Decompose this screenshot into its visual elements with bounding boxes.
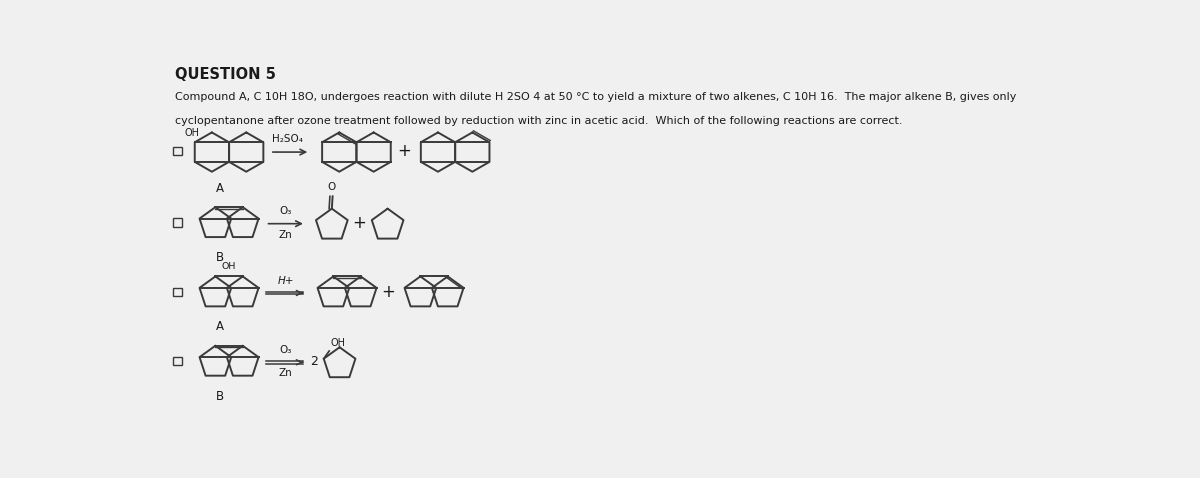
Text: OH: OH — [221, 262, 235, 271]
Text: H+: H+ — [277, 276, 294, 286]
Text: B: B — [216, 390, 224, 402]
Text: OH: OH — [184, 128, 199, 138]
Text: 2: 2 — [311, 355, 318, 368]
Text: A: A — [216, 320, 223, 333]
Text: QUESTION 5: QUESTION 5 — [175, 67, 276, 82]
Text: A: A — [216, 182, 223, 195]
Bar — [173, 218, 181, 227]
Bar — [173, 357, 181, 365]
Text: cyclopentanone after ozone treatment followed by reduction with zinc in acetic a: cyclopentanone after ozone treatment fol… — [175, 116, 902, 126]
Text: O₃: O₃ — [280, 206, 292, 216]
Text: +: + — [353, 214, 366, 232]
Text: Zn: Zn — [278, 230, 293, 240]
Text: O₃: O₃ — [280, 345, 292, 355]
Bar — [173, 288, 181, 296]
Text: +: + — [382, 283, 395, 301]
Bar — [173, 147, 181, 155]
Text: +: + — [397, 142, 412, 160]
Text: Zn: Zn — [278, 369, 293, 379]
Text: OH: OH — [331, 338, 346, 348]
Text: H₂SO₄: H₂SO₄ — [272, 134, 302, 144]
Text: B: B — [216, 251, 224, 264]
Text: Compound A, C 10H 18O, undergoes reaction with dilute H 2SO 4 at 50 °C to yield : Compound A, C 10H 18O, undergoes reactio… — [175, 92, 1016, 102]
Text: O: O — [326, 183, 335, 193]
